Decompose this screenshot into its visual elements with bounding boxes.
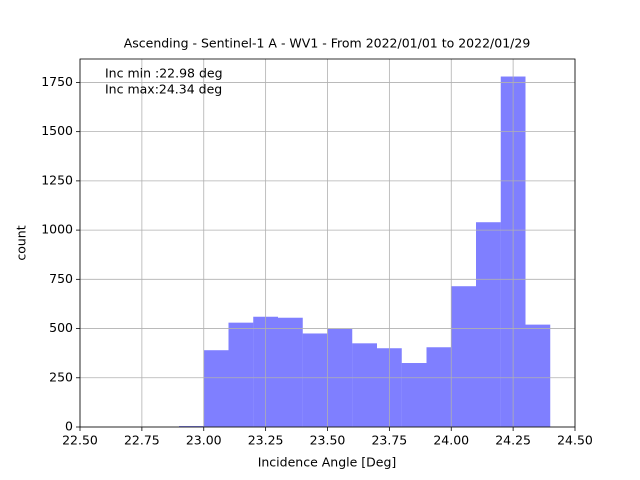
bar — [278, 317, 303, 427]
axes-frame — [79, 58, 576, 428]
bar — [476, 222, 501, 427]
annotation: Inc max:24.34 deg — [105, 82, 222, 97]
y-tick-label: 1000 — [41, 222, 73, 237]
bar — [203, 350, 229, 427]
bar — [426, 347, 452, 427]
x-tick-label: 22.75 — [124, 433, 160, 448]
y-tick-label: 1750 — [41, 74, 73, 89]
x-tick-label: 24.25 — [495, 433, 531, 448]
y-tick-label: 500 — [49, 320, 73, 335]
bar — [179, 426, 204, 427]
x-axis-label: Incidence Angle [Deg] — [258, 455, 397, 470]
bar — [451, 286, 476, 427]
annotation: Inc min :22.98 deg — [105, 66, 223, 81]
x-tick-label: 23.25 — [248, 433, 284, 448]
y-axis-label: count — [14, 225, 29, 260]
x-tick-label: 23.00 — [186, 433, 222, 448]
x-tick-label: 22.50 — [62, 433, 98, 448]
x-tick-label: 23.75 — [371, 433, 407, 448]
y-tick-label: 1500 — [41, 123, 73, 138]
x-tick-label: 24.50 — [557, 433, 593, 448]
bar — [352, 343, 377, 427]
y-tick-label: 750 — [49, 271, 73, 286]
chart-title: Ascending - Sentinel-1 A - WV1 - From 20… — [124, 36, 531, 51]
x-tick-label: 24.00 — [433, 433, 469, 448]
bar — [401, 363, 427, 427]
bar — [228, 322, 254, 427]
bar — [525, 324, 551, 427]
y-tick-label: 250 — [49, 369, 73, 384]
bar — [302, 333, 328, 427]
x-tick-label: 23.50 — [310, 433, 346, 448]
y-tick-label: 0 — [65, 419, 73, 434]
y-tick-label: 1250 — [41, 172, 73, 187]
